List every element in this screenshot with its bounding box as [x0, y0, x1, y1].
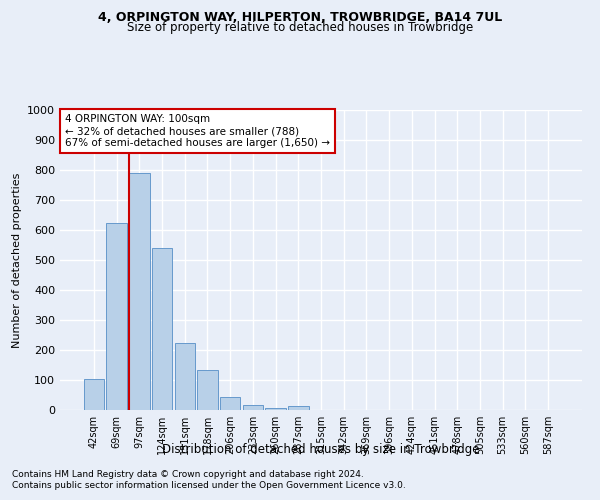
Bar: [84, 379, 104, 410]
Text: 4 ORPINGTON WAY: 100sqm
← 32% of detached houses are smaller (788)
67% of semi-d: 4 ORPINGTON WAY: 100sqm ← 32% of detache…: [65, 114, 330, 148]
Bar: [220, 398, 241, 410]
Text: Contains HM Land Registry data © Crown copyright and database right 2024.: Contains HM Land Registry data © Crown c…: [12, 470, 364, 479]
Text: Distribution of detached houses by size in Trowbridge: Distribution of detached houses by size …: [162, 442, 480, 456]
Text: Size of property relative to detached houses in Trowbridge: Size of property relative to detached ho…: [127, 21, 473, 34]
Bar: [152, 248, 172, 410]
Text: 4, ORPINGTON WAY, HILPERTON, TROWBRIDGE, BA14 7UL: 4, ORPINGTON WAY, HILPERTON, TROWBRIDGE,…: [98, 11, 502, 24]
Bar: [129, 173, 149, 410]
Bar: [175, 344, 195, 410]
Bar: [106, 223, 127, 410]
Bar: [197, 370, 218, 410]
Y-axis label: Number of detached properties: Number of detached properties: [11, 172, 22, 348]
Bar: [288, 406, 308, 410]
Bar: [242, 405, 263, 410]
Bar: [265, 408, 286, 410]
Text: Contains public sector information licensed under the Open Government Licence v3: Contains public sector information licen…: [12, 481, 406, 490]
